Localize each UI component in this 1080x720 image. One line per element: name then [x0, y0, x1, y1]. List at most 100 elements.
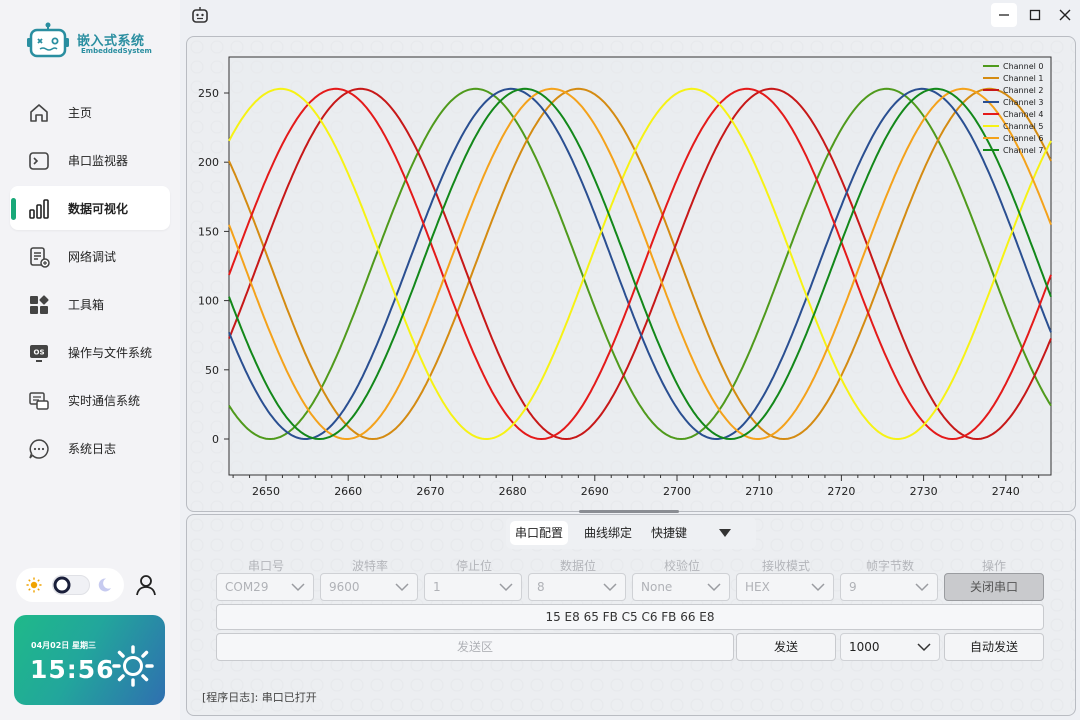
- legend-label: Channel 5: [1003, 122, 1043, 131]
- svg-text:OS: OS: [34, 349, 45, 357]
- clock-widget: 04月02日 星期三 15:56: [14, 615, 165, 705]
- series-line-channel-5: [228, 87, 1052, 440]
- sidebar-item-label: 串口监视器: [68, 154, 129, 168]
- app-name: 嵌入式系统: [77, 34, 145, 49]
- parity-select[interactable]: None: [632, 573, 730, 601]
- baud-select[interactable]: 9600: [320, 573, 418, 601]
- y-tick-label: 100: [198, 295, 219, 308]
- port-select[interactable]: COM29: [216, 573, 314, 601]
- series-line-channel-3: [228, 87, 1052, 440]
- close-port-button[interactable]: 关闭串口: [944, 573, 1044, 601]
- close-button[interactable]: [1052, 3, 1078, 27]
- x-tick-label: 2650: [252, 485, 280, 498]
- baud-value: 9600: [329, 580, 360, 594]
- sidebar: 嵌入式系统 EmbeddedSystem 主页 串口监视器 数据可视化: [0, 0, 180, 720]
- active-indicator: [11, 198, 16, 220]
- sidebar-item-label: 系统日志: [68, 442, 117, 456]
- sidebar-item-label: 主页: [68, 106, 93, 120]
- series-line-channel-2: [228, 87, 1052, 441]
- sidebar-item-os-filesystem[interactable]: OS 操作与文件系统: [10, 330, 170, 374]
- chevron-down-icon: [811, 583, 825, 592]
- sidebar-item-toolbox[interactable]: 工具箱: [10, 282, 170, 326]
- label-baud: 波特率: [351, 559, 388, 573]
- sidebar-item-data-visualization[interactable]: 数据可视化: [10, 186, 170, 230]
- maximize-icon: [1029, 9, 1041, 21]
- sidebar-item-label: 数据可视化: [68, 202, 129, 216]
- chevron-down-icon: [917, 643, 931, 652]
- legend-label: Channel 6: [1003, 134, 1043, 143]
- series-line-channel-0: [228, 87, 1052, 441]
- databits-value: 8: [537, 580, 545, 594]
- sidebar-item-label: 操作与文件系统: [68, 346, 153, 360]
- series-line-channel-6: [228, 87, 1052, 440]
- toolbox-icon: [30, 295, 49, 314]
- collapse-arrow-icon[interactable]: [718, 528, 732, 538]
- chevron-down-icon: [291, 583, 305, 592]
- send-button[interactable]: 发送: [736, 633, 836, 661]
- series-line-channel-7: [228, 87, 1052, 441]
- theme-switch[interactable]: [52, 575, 90, 595]
- app-subtitle: EmbeddedSystem: [81, 47, 152, 55]
- minimize-button[interactable]: [991, 3, 1017, 27]
- minimize-icon: [999, 14, 1009, 16]
- label-parity: 校验位: [663, 559, 700, 573]
- plot-area: [228, 56, 1052, 476]
- chevron-down-icon: [395, 583, 409, 592]
- recv-mode-value: HEX: [745, 580, 770, 594]
- chevron-down-icon: [915, 583, 929, 592]
- robot-logo-icon: [27, 22, 69, 58]
- tab-shortcuts[interactable]: 快捷键: [650, 526, 687, 540]
- x-tick-label: 2720: [827, 485, 855, 498]
- auto-send-button[interactable]: 自动发送: [944, 633, 1044, 661]
- y-tick-label: 200: [198, 156, 219, 169]
- legend-label: Channel 1: [1003, 74, 1043, 83]
- legend-label: Channel 4: [1003, 110, 1043, 119]
- clock-date: 04月02日 星期三: [31, 641, 97, 650]
- x-tick-label: 2710: [745, 485, 773, 498]
- series-line-channel-4: [228, 87, 1052, 441]
- parity-value: None: [641, 580, 673, 594]
- send-input[interactable]: 发送区: [216, 633, 734, 661]
- x-tick-label: 2730: [910, 485, 938, 498]
- clock-time: 15:56: [30, 655, 115, 684]
- receive-display: 15 E8 65 FB C5 C6 FB 66 E8: [216, 604, 1044, 630]
- x-tick-label: 2740: [992, 485, 1020, 498]
- sidebar-item-label: 网络调试: [68, 250, 117, 264]
- config-tabs: 串口配置 曲线绑定 快捷键: [506, 517, 756, 549]
- tab-serial-config[interactable]: 串口配置: [510, 521, 568, 545]
- y-tick-label: 250: [198, 87, 219, 100]
- sidebar-item-system-log[interactable]: 系统日志: [10, 426, 170, 470]
- weather-sun-icon: [112, 645, 154, 687]
- label-frame-bytes: 帧字节数: [865, 559, 914, 573]
- theme-toggle[interactable]: [16, 568, 124, 602]
- legend-label: Channel 7: [1003, 146, 1043, 155]
- sidebar-item-home[interactable]: 主页: [10, 90, 170, 134]
- port-value: COM29: [225, 580, 269, 594]
- tab-curve-binding[interactable]: 曲线绑定: [583, 526, 632, 540]
- stopbits-select[interactable]: 1: [424, 573, 522, 601]
- splitter-handle[interactable]: [579, 510, 679, 513]
- frame-bytes-value: 9: [849, 580, 857, 594]
- sidebar-item-realtime-comm[interactable]: 实时通信系统: [10, 378, 170, 422]
- x-tick-label: 2690: [581, 485, 609, 498]
- comm-icon: [29, 392, 49, 410]
- close-icon: [1059, 9, 1071, 21]
- legend-label: Channel 3: [1003, 98, 1043, 107]
- frame-bytes-select[interactable]: 9: [840, 573, 938, 601]
- recv-mode-select[interactable]: HEX: [736, 573, 834, 601]
- user-icon[interactable]: [134, 573, 158, 597]
- send-interval-select[interactable]: 1000: [840, 633, 940, 661]
- app-robot-icon: [192, 7, 208, 23]
- sun-icon: [26, 577, 42, 593]
- chevron-down-icon: [603, 583, 617, 592]
- maximize-button[interactable]: [1022, 3, 1048, 27]
- network-doc-icon: [30, 247, 50, 268]
- chevron-down-icon: [499, 583, 513, 592]
- databits-select[interactable]: 8: [528, 573, 626, 601]
- sidebar-item-label: 实时通信系统: [68, 394, 141, 408]
- moon-icon: [98, 578, 111, 592]
- bar-chart-icon: [29, 199, 49, 219]
- x-tick-label: 2680: [499, 485, 527, 498]
- sidebar-item-serial-monitor[interactable]: 串口监视器: [10, 138, 170, 182]
- sidebar-item-network-debug[interactable]: 网络调试: [10, 234, 170, 278]
